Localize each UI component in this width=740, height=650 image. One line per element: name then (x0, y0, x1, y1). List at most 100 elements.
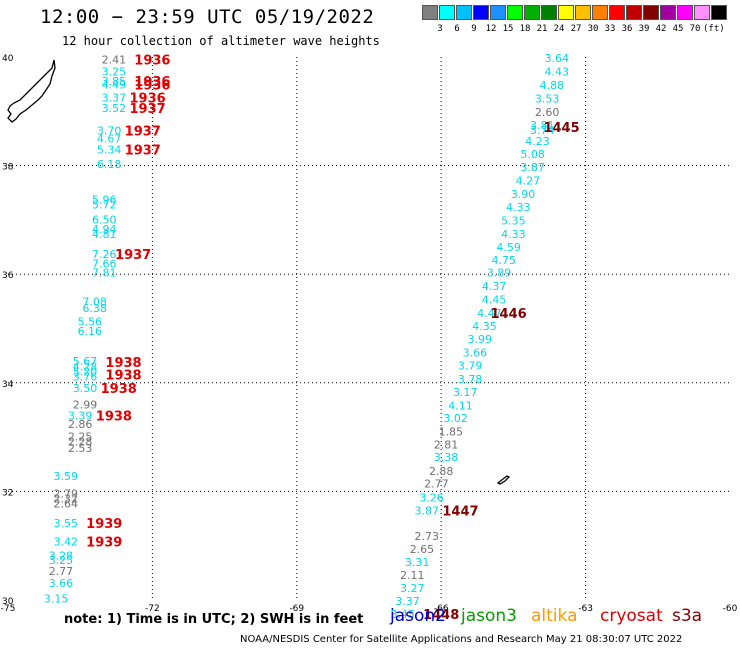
wave-height-value: 3.66 (49, 577, 74, 590)
wave-height-value: 3.85 (102, 75, 127, 88)
wave-height-value: 6.18 (97, 158, 122, 171)
wave-height-value: 6.16 (78, 325, 103, 338)
wave-height-value: 3.26 (419, 491, 444, 504)
wave-height-value: 3.55 (54, 517, 79, 530)
wave-height-value: 3.90 (511, 188, 536, 201)
wave-height-value: 5.72 (92, 199, 117, 212)
wave-height-value: 6.38 (82, 302, 107, 315)
legend-label: 27 (570, 24, 582, 34)
legend-label: 18 (519, 24, 531, 34)
mission-s3a: s3a (672, 606, 703, 626)
wave-height-value: 4.67 (97, 132, 122, 145)
map-subtitle: 12 hour collection of altimeter wave hei… (62, 34, 380, 48)
legend-swatch (524, 5, 540, 20)
wave-height-value: 3.59 (54, 470, 79, 483)
wave-height-value: 3.76 (73, 370, 98, 383)
legend-swatch (439, 5, 455, 20)
legend-swatch (422, 5, 438, 20)
wave-height-value: 5.96 (92, 193, 117, 206)
wave-height-value: 2.65 (410, 543, 435, 556)
legend-swatch (473, 5, 489, 20)
wave-height-value: 3.25 (102, 66, 127, 79)
legend-label: 12 (485, 24, 497, 34)
time-label: 1936 (134, 79, 170, 94)
wave-height-value: 4.88 (540, 79, 565, 92)
time-label: 1938 (105, 369, 141, 384)
wave-height-value: 4.11 (448, 400, 473, 413)
x-tick-label: -60 (723, 604, 738, 614)
legend-swatch (694, 5, 710, 20)
wave-height-value: 3.25 (49, 554, 74, 567)
wave-height-value: 3.38 (434, 451, 459, 464)
time-label: 1936 (129, 92, 165, 107)
wave-height-value: 2.86 (68, 418, 93, 431)
wave-height-value: 4.23 (525, 135, 550, 148)
legend-label: 36 (621, 24, 633, 34)
time-label: 1448 (423, 608, 459, 623)
wave-height-value: 2.88 (429, 465, 454, 478)
wave-height-value: 4.94 (92, 223, 117, 236)
mission-jason3: jason3 (461, 606, 517, 626)
x-tick-label: -72 (145, 604, 160, 614)
wave-height-value: 4.33 (506, 201, 531, 214)
wave-height-value: 2.81 (434, 439, 459, 452)
wave-height-value: 4.33 (501, 228, 526, 241)
wave-height-value: 7.81 (92, 267, 117, 280)
wave-height-value: 5.56 (78, 315, 103, 328)
wave-height-value: 3.42 (54, 535, 79, 548)
map-title: 12:00 − 23:59 UTC 05/19/2022 (40, 6, 375, 28)
legend-swatch (711, 5, 727, 20)
wave-height-value: 3.50 (73, 382, 98, 395)
wave-height-value: 3.89 (487, 267, 512, 280)
wave-height-value: 5.08 (520, 148, 545, 161)
wave-height-value: 5.20 (73, 365, 98, 378)
wave-height-value: 2.99 (73, 399, 98, 412)
island-shape (496, 475, 511, 485)
wave-height-value: 3.81 (530, 119, 555, 132)
mission-altika: altika (531, 606, 578, 626)
legend-swatch (456, 5, 472, 20)
wave-height-value: 2.73 (415, 530, 440, 543)
wave-height-value: 4.27 (516, 174, 541, 187)
y-tick-label: 34 (2, 380, 14, 390)
grid-lines (8, 57, 730, 600)
wave-height-value: 2.77 (49, 565, 74, 578)
wave-height-value: 3.27 (400, 582, 425, 595)
wave-height-value: 2.25 (68, 431, 93, 444)
time-label: 1445 (543, 121, 579, 136)
wave-height-value: 2.32 (54, 492, 79, 505)
x-tick-label: -75 (1, 604, 16, 614)
wave-height-value: 3.74 (530, 124, 555, 137)
time-label: 1938 (101, 382, 137, 397)
wave-height-value: 3.37 (395, 595, 420, 608)
axes: -75 -72 -69 -66 -63 -60 40 38 36 34 32 30 (1, 54, 738, 614)
legend-label: 9 (471, 24, 477, 34)
x-tick-label: -69 (289, 604, 304, 614)
wave-height-value: 4.28 (73, 361, 98, 374)
wave-height-value: 4.75 (492, 254, 517, 267)
coastline-shape (7, 59, 56, 123)
legend-label: 42 (655, 24, 667, 34)
time-label: 1446 (490, 307, 526, 322)
wave-height-value: 2.64 (54, 497, 79, 510)
wave-height-value: 2.79 (54, 488, 79, 501)
time-label: 1938 (96, 409, 132, 424)
legend-label: 15 (502, 24, 514, 34)
wave-height-value: 3.15 (44, 592, 69, 605)
time-label: 1937 (115, 248, 151, 263)
wave-height-value: 3.78 (458, 373, 483, 386)
time-label: 1936 (134, 54, 170, 69)
legend-swatch (626, 5, 642, 20)
wave-height-value: 5.67 (73, 355, 98, 368)
legend-label: 21 (536, 24, 548, 34)
footer-credit: NOAA/NESDIS Center for Satellite Applica… (240, 634, 683, 645)
wave-height-value: 3.87 (415, 504, 440, 517)
legend-swatch (643, 5, 659, 20)
wave-height-value: 4.49 (102, 79, 127, 92)
wave-height-value: 3.79 (458, 359, 483, 372)
x-tick-label: -66 (434, 604, 449, 614)
y-tick-label: 40 (2, 54, 14, 64)
time-label: 1939 (86, 517, 122, 532)
wave-height-value: 4.81 (92, 228, 117, 241)
